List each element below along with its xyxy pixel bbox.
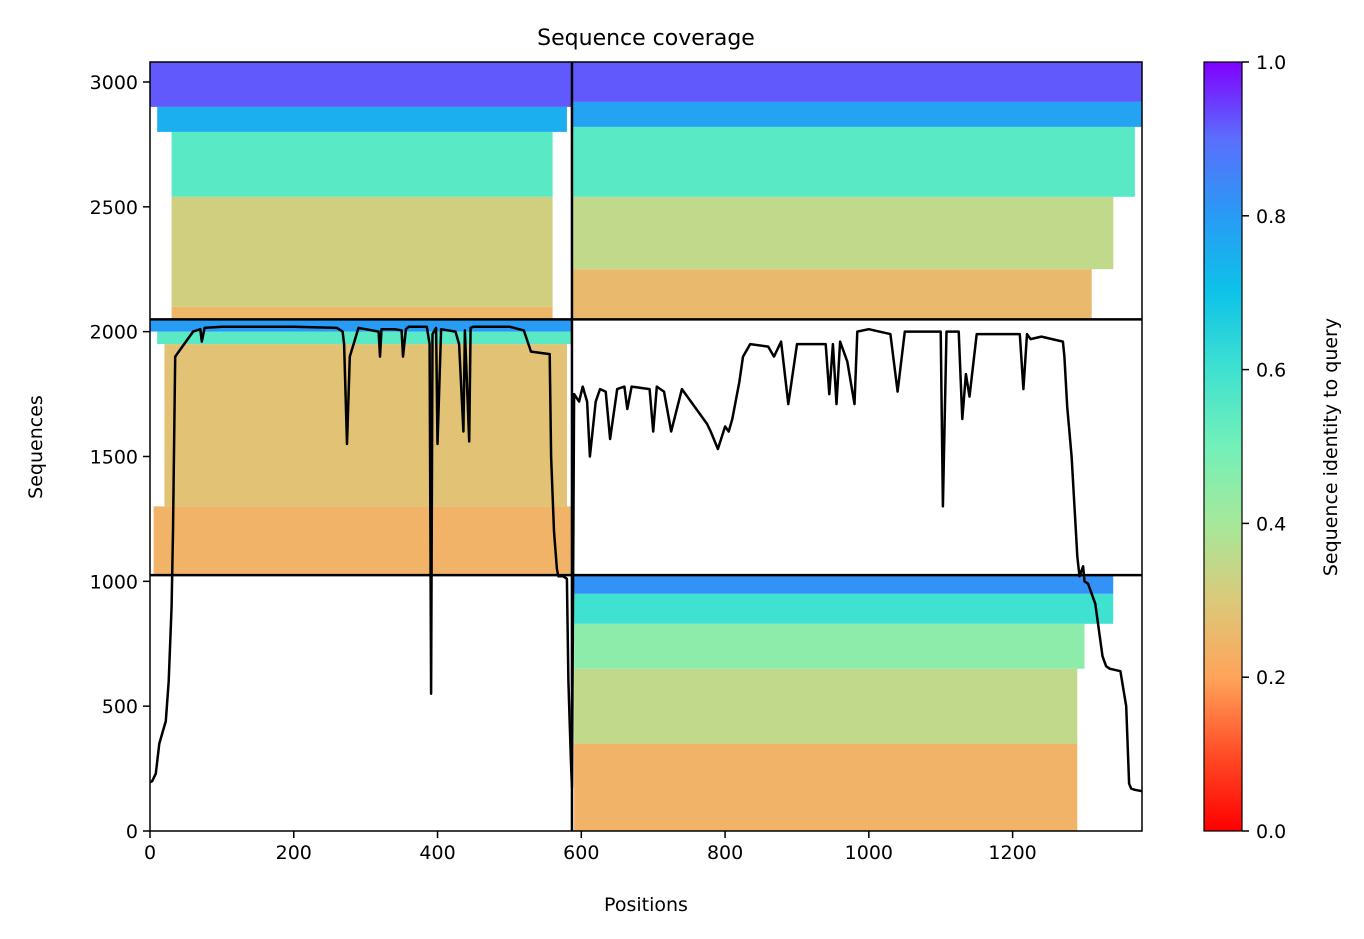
coverage-band	[574, 668, 1078, 744]
coverage-band	[157, 331, 572, 345]
coverage-band	[572, 126, 1135, 197]
y-tick-label: 1000	[90, 571, 138, 593]
y-axis: 0 500 1000 1500 2000 2500 3000	[90, 72, 150, 843]
colorbar-tick-label: 1.0	[1256, 52, 1286, 74]
y-tick-label: 2000	[90, 322, 138, 344]
x-tick-label: 1000	[845, 842, 893, 864]
y-tick-label: 2500	[90, 197, 138, 219]
x-axis: 0 200 400 600 800 1000 1200	[144, 831, 1037, 864]
coverage-band	[574, 593, 1114, 624]
colorbar-tick-label: 0.0	[1256, 821, 1286, 843]
x-tick-label: 1200	[988, 842, 1036, 864]
colorbar: 0.0 0.2 0.4 0.6 0.8 1.0 Sequence identity to …	[1203, 52, 1342, 843]
coverage-band	[171, 131, 553, 197]
coverage-band	[157, 106, 567, 132]
coverage-band	[572, 62, 1142, 102]
coverage-band	[572, 269, 1092, 320]
colorbar-gradient	[1203, 61, 1243, 832]
plot-frame	[149, 61, 1143, 832]
coverage-band	[574, 743, 1078, 831]
x-tick-label: 400	[419, 842, 455, 864]
colorbar-tick-label: 0.2	[1256, 667, 1286, 689]
y-tick-label: 3000	[90, 72, 138, 94]
x-tick-label: 0	[144, 842, 156, 864]
x-tick-label: 200	[276, 842, 312, 864]
coverage-heatmap	[150, 62, 1142, 831]
colorbar-tick-label: 0.8	[1256, 206, 1286, 228]
x-tick-label: 800	[707, 842, 743, 864]
coverage-band	[171, 306, 553, 320]
colorbar-tick-label: 0.6	[1256, 360, 1286, 382]
coverage-band	[171, 196, 553, 307]
colorbar-label: Sequence identity to query	[1320, 318, 1342, 576]
coverage-band	[572, 101, 1142, 127]
y-tick-label: 500	[102, 696, 138, 718]
coverage-band	[572, 196, 1114, 270]
coverage-band	[574, 575, 1114, 594]
y-tick-label: 0	[126, 821, 138, 843]
x-axis-label: Positions	[604, 894, 688, 916]
coverage-band	[150, 319, 572, 332]
colorbar-tick-label: 0.4	[1256, 513, 1286, 535]
coverage-band	[150, 62, 572, 107]
x-tick-label: 600	[563, 842, 599, 864]
plot-area	[150, 62, 1142, 831]
coverage-band	[574, 623, 1085, 669]
y-tick-label: 1500	[90, 446, 138, 468]
y-axis-label: Sequences	[25, 395, 47, 499]
colorbar-ticks: 0.0 0.2 0.4 0.6 0.8 1.0	[1242, 52, 1286, 843]
chart-title: Sequence coverage	[537, 26, 755, 51]
coverage-band	[164, 344, 567, 507]
coverage-band	[153, 506, 572, 576]
coverage-line	[150, 325, 1142, 793]
